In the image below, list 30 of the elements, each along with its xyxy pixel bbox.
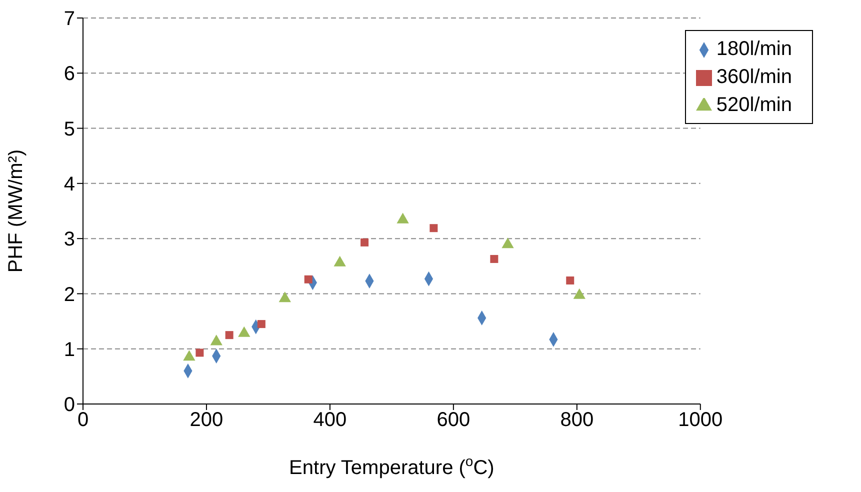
point [334,256,346,266]
legend-label: 180l/min [716,38,792,60]
point [360,238,369,246]
y-tick-label: 1 [64,338,75,361]
x-tick-label: 600 [436,409,470,432]
point [225,331,234,340]
point [430,224,438,232]
x-tick-label: 200 [190,409,224,432]
point [396,212,409,224]
point [490,254,498,263]
point [502,238,514,248]
legend-label: 520l/min [716,94,792,116]
x-tick-label: 800 [560,409,594,432]
point [278,292,291,302]
y-tick-label: 5 [64,118,75,140]
legend-label: 360l/min [716,66,792,88]
y-tick-label: 3 [64,228,75,251]
y-axis-title: PHF (MW/m²) [5,149,28,273]
point [257,320,266,328]
y-tick-label: 0 [64,394,75,416]
y-tick-label: 6 [64,63,75,86]
y-tick-label: 7 [64,8,75,30]
x-axis-title: Entry Temperature ($^{o}$C) [289,453,494,479]
y-tick-label: 2 [64,284,75,306]
x-tick-label: 400 [313,409,347,432]
point [304,275,312,284]
y-tick-label: 4 [64,174,75,196]
point [196,348,204,357]
x-tick-label: 1000 [678,409,723,432]
point [566,276,574,284]
